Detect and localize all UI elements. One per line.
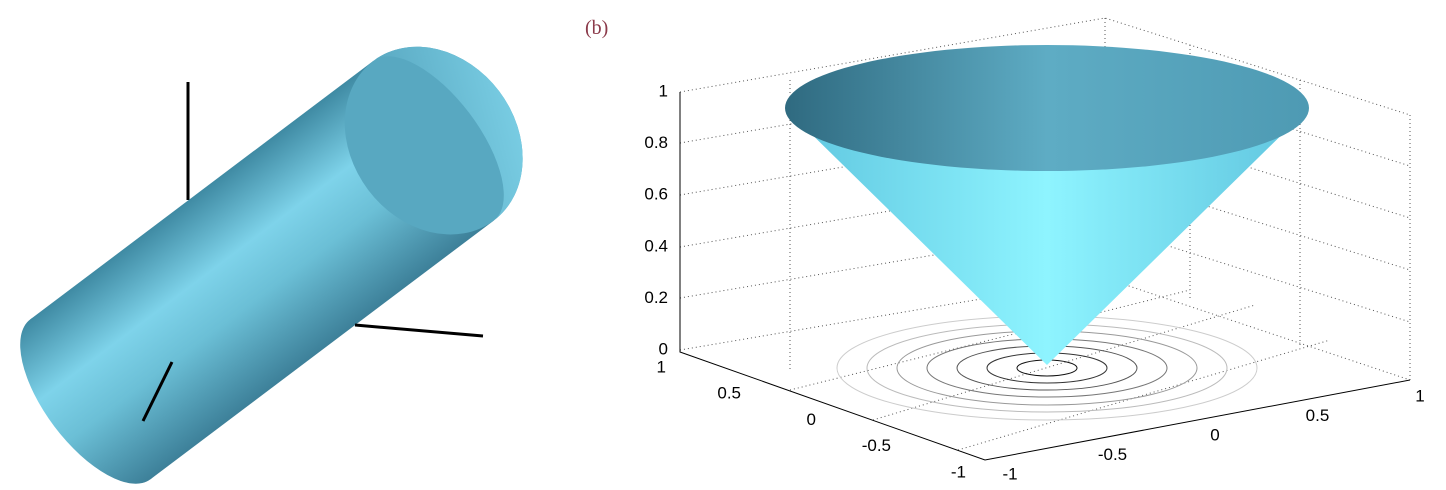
- x-tick-label: 1: [1415, 386, 1424, 405]
- tick-labels: 0 0.2 0.4 0.6 0.8 1 1 0.5 0 -0.5 -1 -1 -0.5 0 0.5 1: [644, 81, 1424, 483]
- z-tick-label: 1: [659, 81, 668, 100]
- y-tick-label: 1: [657, 357, 666, 376]
- x-tick-label: 0: [1210, 425, 1219, 444]
- x-tick-label: 0.5: [1306, 406, 1330, 425]
- y-tick-label: -0.5: [862, 436, 891, 455]
- cone-plot: [679, 17, 1411, 461]
- z-tick-label: 0.6: [644, 185, 668, 204]
- z-tick-label: 0.4: [644, 236, 668, 255]
- z-tick-label: 0.2: [644, 288, 668, 307]
- y-tick-label: 0.5: [717, 384, 741, 403]
- z-tick-label: 0.8: [644, 133, 668, 152]
- x-tick-label: -1: [1002, 464, 1017, 483]
- z-tick-label: 0: [659, 339, 668, 358]
- cylinder-plot: [20, 46, 523, 484]
- y-tick-label: -1: [951, 462, 966, 481]
- y-tick-label: 0: [807, 410, 816, 429]
- panel-label: (b): [585, 17, 608, 39]
- x-tick-label: -0.5: [1098, 445, 1127, 464]
